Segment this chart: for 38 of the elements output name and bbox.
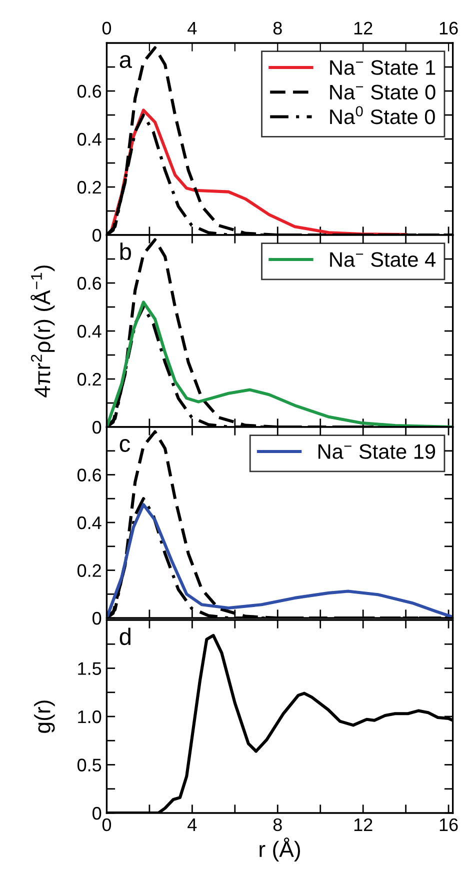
x-tick-label: 8 bbox=[273, 818, 282, 832]
y-tick-label: 0 bbox=[92, 612, 102, 625]
legend-label: Na$^{−}$ State 1 bbox=[330, 60, 436, 75]
x2-tick-label: 4 bbox=[188, 22, 197, 34]
annotation: d bbox=[120, 628, 130, 646]
y-tick-label: 1.0 bbox=[78, 710, 102, 724]
legend-label: Na$^{0}$ State 0 bbox=[330, 106, 435, 124]
y-tick-label: 0.5 bbox=[77, 758, 102, 772]
y-axis-title: 4πr$^{2}$ρ(r) (Å$^{−1}$) bbox=[30, 266, 55, 398]
legend-label: Na$^{−}$ State 0 bbox=[330, 84, 436, 100]
x-tick-label: 0 bbox=[102, 818, 112, 832]
x-axis-title: r (Å) bbox=[260, 837, 300, 862]
y-tick-label: 0.4 bbox=[77, 324, 102, 338]
annotation: b bbox=[120, 242, 131, 260]
x-tick-label: 16 bbox=[440, 818, 458, 832]
y-tick-label: 1.5 bbox=[78, 662, 102, 675]
y-tick-label: 0.2 bbox=[77, 180, 101, 194]
x2-tick-label: 12 bbox=[354, 22, 372, 34]
x-tick-label: 4 bbox=[188, 818, 197, 831]
legend-label: Na$^{−}$ State 19 bbox=[318, 444, 436, 459]
x2-tick-label: 0 bbox=[102, 22, 112, 35]
annotation: a bbox=[120, 55, 132, 68]
y-tick-label: 0.6 bbox=[77, 468, 102, 482]
y-tick-label: 0.6 bbox=[77, 84, 102, 98]
y-tick-label: 0.4 bbox=[77, 132, 102, 146]
y-tick-label: 0 bbox=[92, 420, 102, 434]
legend-label: Na$^{−}$ State 4 bbox=[330, 252, 436, 267]
y-tick-label: 0 bbox=[92, 806, 102, 820]
y-tick-label: 0.4 bbox=[77, 516, 102, 530]
x-tick-label: 12 bbox=[354, 818, 372, 831]
annotation: c bbox=[120, 439, 130, 452]
y-tick-label: 0.2 bbox=[77, 372, 101, 386]
y-tick-label: 0.6 bbox=[77, 276, 102, 290]
x2-tick-label: 16 bbox=[440, 22, 458, 35]
y-tick-label: 0 bbox=[92, 228, 102, 242]
x2-tick-label: 8 bbox=[273, 22, 282, 35]
y-tick-label: 0.2 bbox=[77, 564, 101, 577]
y-axis-title: g(r) bbox=[34, 700, 55, 733]
